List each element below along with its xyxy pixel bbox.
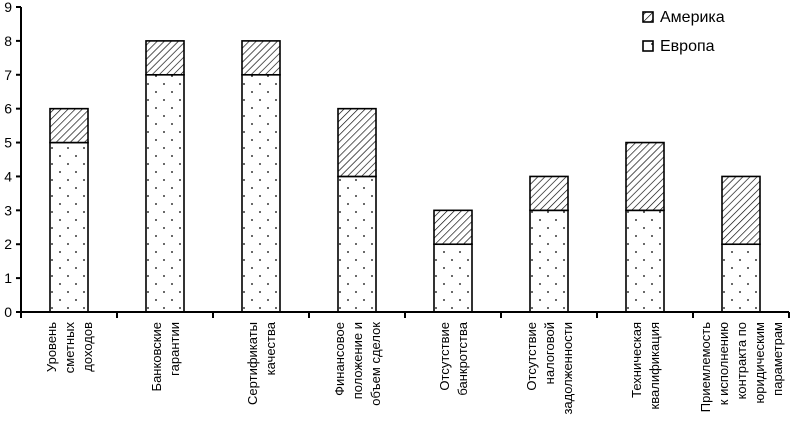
y-tick-label: 8 [4, 33, 12, 49]
bar-europe-1 [145, 73, 185, 313]
y-tick-label: 2 [4, 236, 12, 252]
x-tick-label-line: квалификация [647, 322, 662, 409]
x-tick-label-line: Финансовое [332, 322, 347, 396]
y-tick-label: 6 [4, 101, 12, 117]
x-tick-label-line: Сертификаты [245, 322, 260, 405]
x-tick-label-line: Уровень [44, 322, 59, 372]
bar-europe-6 [625, 209, 665, 313]
x-tick-label-line: качества [263, 321, 278, 375]
x-tick-label-line: доходов [80, 322, 95, 372]
bar-europe-7 [721, 243, 761, 313]
bar-america-4 [433, 209, 473, 246]
bar-europe-2 [241, 73, 281, 313]
x-tick-label-line: Техническая [629, 322, 644, 398]
bar-america-7 [721, 175, 761, 246]
bar-europe-5 [529, 209, 569, 313]
legend-swatch-europe [642, 40, 654, 52]
y-tick-label: 9 [4, 0, 12, 15]
x-tick-label-line: Отсутствие [437, 322, 452, 391]
y-tick-label: 4 [4, 168, 12, 184]
x-tick-label-line: юридическим [752, 322, 767, 404]
x-tick-label-line: налоговой [542, 322, 557, 384]
axes-group: 0 1 2 3 4 5 6 7 8 9 [4, 0, 790, 320]
y-tick-label: 5 [4, 135, 12, 151]
x-tick-label-5: Отсутствие налоговой задолженности [524, 322, 575, 415]
bar-america-3 [337, 107, 377, 178]
x-tick-label-line: объем сделок [368, 322, 383, 406]
legend-label-america: Америка [660, 9, 725, 26]
x-tick-label-2: Сертификаты качества [245, 321, 278, 405]
x-tick-label-line: гарантии [167, 322, 182, 376]
x-tick-label-0: Уровень сметных доходов [44, 322, 95, 374]
bars-group [49, 40, 761, 313]
bar-america-0 [49, 107, 89, 144]
x-tick-label-line: банкротства [455, 321, 470, 395]
x-tick-label-line: Приемлемость [698, 322, 713, 412]
x-tick-label-4: Отсутствие банкротства [437, 321, 470, 395]
bar-america-5 [529, 175, 569, 212]
bar-america-6 [625, 141, 665, 212]
bar-europe-3 [337, 175, 377, 313]
x-tick-label-line: задолженности [560, 322, 575, 415]
x-tick-label-3: Финансовое положение и объем сделок [332, 322, 383, 406]
y-tick-label: 7 [4, 67, 12, 83]
legend: Америка Европа [642, 9, 725, 55]
x-tick-label-line: сметных [62, 322, 77, 374]
x-tick-label-line: к исполнению [716, 322, 731, 405]
bar-america-2 [241, 40, 281, 76]
x-tick-label-line: параметрам [770, 322, 785, 396]
x-tick-label-line: контракта по [734, 322, 749, 399]
y-tick-label: 3 [4, 202, 12, 218]
legend-label-europe: Европа [660, 38, 715, 55]
bar-europe-4 [433, 243, 473, 313]
x-tick-label-7: Приемлемость к исполнению контракта по юрид… [698, 322, 785, 412]
bar-america-1 [145, 40, 185, 76]
x-tick-label-line: положение и [350, 322, 365, 399]
x-tick-label-line: Банковские [149, 322, 164, 391]
legend-swatch-america [642, 11, 654, 23]
y-tick-label: 1 [4, 270, 12, 286]
x-tick-label-1: Банковские гарантии [149, 322, 182, 391]
bar-europe-0 [49, 141, 89, 313]
x-tick-labels: Уровень сметных доходов Банковские гарантии С… [44, 321, 785, 414]
y-tick-label: 0 [4, 304, 12, 320]
x-tick-label-6: Техническая квалификация [629, 322, 662, 409]
x-tick-label-line: Отсутствие [524, 322, 539, 391]
